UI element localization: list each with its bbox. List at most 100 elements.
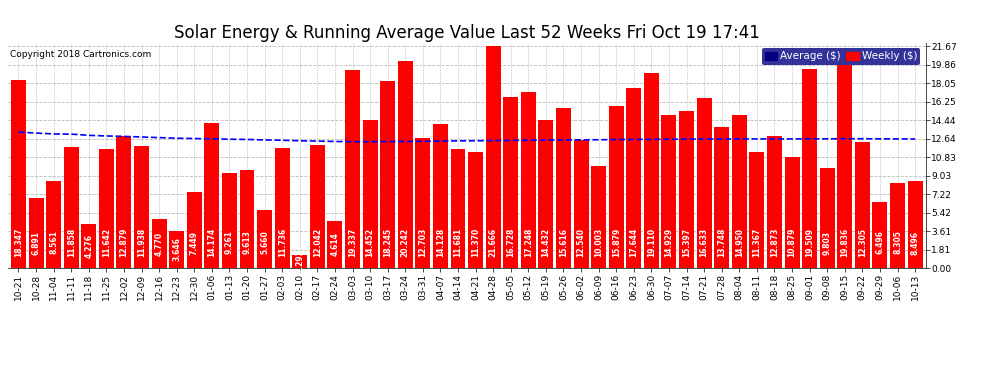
Text: 9.803: 9.803 xyxy=(823,231,832,255)
Text: 20.242: 20.242 xyxy=(401,228,410,257)
Text: 14.432: 14.432 xyxy=(542,228,550,257)
Bar xyxy=(890,183,905,268)
Text: 6.891: 6.891 xyxy=(32,231,41,255)
Bar xyxy=(591,166,606,268)
Text: 9.613: 9.613 xyxy=(243,231,251,255)
Bar xyxy=(627,88,642,268)
Bar xyxy=(573,140,588,268)
Text: 19.110: 19.110 xyxy=(646,228,656,257)
Text: 15.397: 15.397 xyxy=(682,228,691,257)
Bar xyxy=(117,136,132,268)
Text: 9.261: 9.261 xyxy=(225,231,234,255)
Text: 11.858: 11.858 xyxy=(66,228,75,257)
Bar xyxy=(310,145,325,268)
Text: 6.496: 6.496 xyxy=(875,231,884,255)
Text: 21.666: 21.666 xyxy=(489,228,498,257)
Text: 17.248: 17.248 xyxy=(524,228,533,257)
Text: 10.003: 10.003 xyxy=(594,228,603,257)
Text: 4.614: 4.614 xyxy=(331,232,340,256)
Text: 11.367: 11.367 xyxy=(752,228,761,257)
Text: 17.644: 17.644 xyxy=(630,228,639,257)
Bar xyxy=(187,192,202,268)
Bar xyxy=(644,73,659,268)
Bar xyxy=(679,111,694,268)
Bar xyxy=(802,69,817,268)
Text: 5.660: 5.660 xyxy=(260,231,269,254)
Bar xyxy=(749,152,764,268)
Bar xyxy=(450,148,465,268)
Bar xyxy=(257,210,272,268)
Text: 18.347: 18.347 xyxy=(14,228,23,257)
Bar xyxy=(521,92,536,268)
Text: 8.305: 8.305 xyxy=(893,231,902,255)
Bar xyxy=(697,98,712,268)
Bar xyxy=(47,180,61,268)
Bar xyxy=(732,115,746,268)
Bar xyxy=(274,148,290,268)
Text: 11.370: 11.370 xyxy=(471,228,480,257)
Bar xyxy=(380,81,395,268)
Text: 19.836: 19.836 xyxy=(841,228,849,257)
Text: 10.879: 10.879 xyxy=(787,228,797,257)
Bar xyxy=(556,108,571,268)
Text: 19.509: 19.509 xyxy=(805,228,814,257)
Text: 14.174: 14.174 xyxy=(207,228,217,257)
Bar xyxy=(855,142,870,268)
Text: 11.642: 11.642 xyxy=(102,228,111,257)
Text: 3.646: 3.646 xyxy=(172,237,181,261)
Text: 12.540: 12.540 xyxy=(576,228,585,257)
Bar xyxy=(714,128,730,268)
Text: 19.337: 19.337 xyxy=(348,228,357,257)
Bar xyxy=(539,120,553,268)
Bar xyxy=(240,170,254,268)
Text: Copyright 2018 Cartronics.com: Copyright 2018 Cartronics.com xyxy=(10,50,151,59)
Bar xyxy=(872,202,887,268)
Title: Solar Energy & Running Average Value Last 52 Weeks Fri Oct 19 17:41: Solar Energy & Running Average Value Las… xyxy=(174,24,759,42)
Bar xyxy=(661,116,676,268)
Bar xyxy=(151,219,166,268)
Bar xyxy=(63,147,78,268)
Bar xyxy=(222,173,237,268)
Bar xyxy=(29,198,44,268)
Text: 12.042: 12.042 xyxy=(313,228,322,257)
Bar xyxy=(169,231,184,268)
Text: 8.561: 8.561 xyxy=(50,231,58,255)
Text: 15.879: 15.879 xyxy=(612,228,621,257)
Bar xyxy=(820,168,835,268)
Bar xyxy=(433,124,447,268)
Text: 12.879: 12.879 xyxy=(120,228,129,257)
Text: 16.728: 16.728 xyxy=(506,228,515,257)
Bar xyxy=(398,61,413,268)
Bar xyxy=(609,106,624,268)
Bar xyxy=(134,146,149,268)
Legend: Average ($), Weekly ($): Average ($), Weekly ($) xyxy=(761,48,921,64)
Bar xyxy=(784,157,800,268)
Bar xyxy=(838,65,852,268)
Bar xyxy=(908,181,923,268)
Text: 14.452: 14.452 xyxy=(365,228,374,257)
Text: 13.748: 13.748 xyxy=(717,228,727,257)
Text: 14.950: 14.950 xyxy=(735,228,743,257)
Text: 8.496: 8.496 xyxy=(911,231,920,255)
Bar xyxy=(468,152,483,268)
Bar xyxy=(204,123,220,268)
Text: 16.633: 16.633 xyxy=(700,228,709,257)
Text: 11.681: 11.681 xyxy=(453,228,462,257)
Bar xyxy=(11,81,26,268)
Bar xyxy=(416,138,431,268)
Bar xyxy=(328,221,343,268)
Text: 12.873: 12.873 xyxy=(770,228,779,257)
Bar xyxy=(503,97,518,268)
Text: 7.449: 7.449 xyxy=(190,231,199,255)
Text: 4.276: 4.276 xyxy=(84,234,93,258)
Bar xyxy=(292,255,307,268)
Text: 12.703: 12.703 xyxy=(419,228,428,257)
Text: 11.736: 11.736 xyxy=(277,228,287,257)
Text: 12.305: 12.305 xyxy=(858,228,867,257)
Bar xyxy=(767,136,782,268)
Text: 14.929: 14.929 xyxy=(664,228,673,257)
Text: 18.245: 18.245 xyxy=(383,228,392,257)
Text: 4.770: 4.770 xyxy=(154,232,163,256)
Bar xyxy=(486,46,501,268)
Bar xyxy=(99,149,114,268)
